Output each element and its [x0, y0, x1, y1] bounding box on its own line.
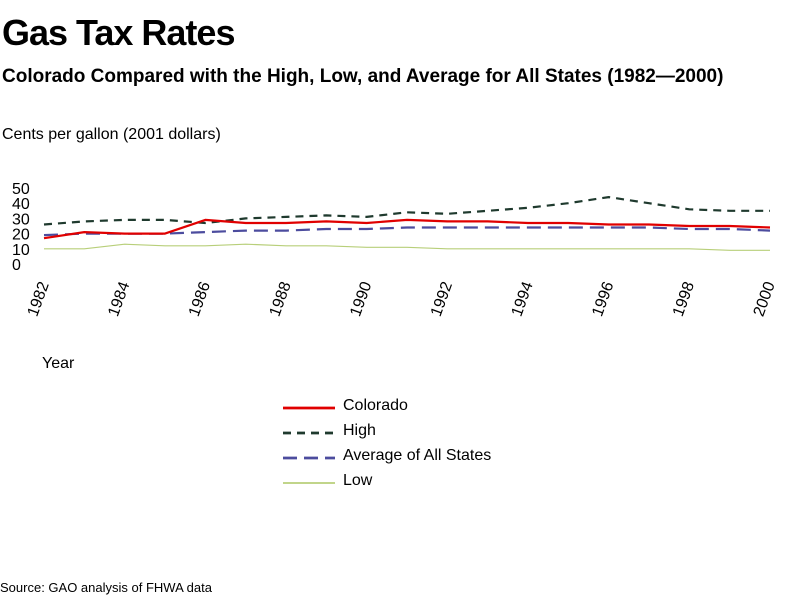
legend-swatch [283, 456, 335, 460]
y-tick-label: 20 [12, 227, 30, 244]
y-tick-label: 10 [12, 242, 30, 259]
legend-item: Average of All States [283, 447, 543, 467]
legend-item: Low [283, 472, 543, 492]
y-axis-label: Cents per gallon (2001 dollars) [2, 126, 221, 143]
x-tick-label: 1984 [105, 279, 133, 318]
legend-swatch [283, 406, 335, 410]
x-tick-label: 1986 [186, 279, 214, 318]
x-tick-label: 1982 [25, 279, 53, 318]
legend-label: Average of All States [343, 447, 492, 464]
legend-label: Colorado [343, 397, 408, 414]
x-axis-label: Year [42, 355, 75, 372]
x-tick-label: 1998 [670, 279, 698, 318]
series-line-average-of-all-states [43, 226, 771, 237]
legend-label: Low [343, 472, 373, 489]
x-tick-label: 1988 [267, 279, 295, 318]
series-line-low [44, 243, 770, 251]
x-tick-label: 2000 [751, 279, 779, 318]
x-tick-label: 1996 [589, 279, 617, 318]
y-tick-label: 0 [12, 257, 21, 274]
x-tick-label: 1994 [509, 279, 537, 318]
series-line-colorado [43, 218, 771, 240]
y-tick-label: 50 [12, 181, 30, 198]
x-tick-label: 1992 [428, 279, 456, 318]
legend-item: Colorado [283, 397, 543, 417]
chart-subtitle: Colorado Compared with the High, Low, an… [2, 66, 724, 87]
x-axis-ticks: 1982 1984 1986 1988 1990 1992 1994 1996 1998 2000 [25, 279, 779, 318]
legend-swatch [283, 431, 335, 435]
chart-title: Gas Tax Rates [2, 12, 235, 53]
legend-swatch [283, 482, 335, 484]
series-line-high [43, 196, 770, 226]
legend: Colorado High Average of All States Low [283, 397, 543, 497]
y-tick-label: 30 [12, 211, 30, 228]
y-tick-label: 40 [12, 196, 30, 213]
series-lines [43, 196, 771, 251]
legend-label: High [343, 422, 376, 439]
source-note: Source: GAO analysis of FHWA data [0, 580, 212, 595]
x-tick-label: 1990 [347, 279, 375, 318]
legend-item: High [283, 422, 543, 442]
